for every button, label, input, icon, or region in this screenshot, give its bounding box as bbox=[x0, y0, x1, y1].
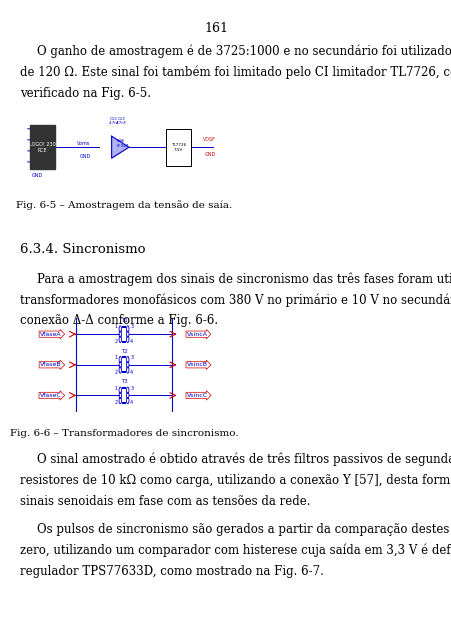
Text: regulador TPS77633D, como mostrado na Fig. 6-7.: regulador TPS77633D, como mostrado na Fi… bbox=[20, 565, 323, 578]
Text: 3: 3 bbox=[130, 355, 133, 360]
FancyBboxPatch shape bbox=[25, 111, 218, 184]
Text: Fig. 6-6 – Transformadores de sincronismo.: Fig. 6-6 – Transformadores de sincronism… bbox=[9, 429, 238, 438]
Text: sinais senoidais em fase com as tensões da rede.: sinais senoidais em fase com as tensões … bbox=[20, 495, 310, 508]
Text: 4: 4 bbox=[130, 339, 133, 344]
Text: T2: T2 bbox=[120, 349, 127, 354]
Text: Voms: Voms bbox=[77, 141, 90, 146]
Text: Para a amostragem dos sinais de sincronismo das três fases foram utilizados três: Para a amostragem dos sinais de sincroni… bbox=[37, 272, 451, 285]
Text: T3: T3 bbox=[120, 380, 127, 384]
Text: 161: 161 bbox=[204, 22, 228, 35]
Text: VOSF: VOSF bbox=[202, 138, 215, 142]
Text: 3: 3 bbox=[130, 385, 133, 390]
Text: de 120 Ω. Este sinal foi também foi limitado pelo CI limitador TL7726, como pode: de 120 Ω. Este sinal foi também foi limi… bbox=[20, 66, 451, 79]
Text: GND: GND bbox=[204, 152, 215, 157]
Text: 2: 2 bbox=[115, 339, 118, 344]
Text: LM6
LF347: LM6 LF347 bbox=[116, 140, 129, 148]
Text: VfaseA: VfaseA bbox=[40, 332, 61, 337]
Text: transformadores monofásicos com 380 V no primário e 10 V no secundário, com a: transformadores monofásicos com 380 V no… bbox=[20, 293, 451, 307]
Text: verificado na Fig. 6-5.: verificado na Fig. 6-5. bbox=[20, 87, 151, 100]
Text: 3: 3 bbox=[130, 324, 133, 329]
Text: VfaseC: VfaseC bbox=[40, 393, 61, 398]
Text: 1: 1 bbox=[115, 355, 118, 360]
Text: VsincA: VsincA bbox=[186, 332, 207, 337]
Text: Fig. 6-5 – Amostragem da tensão de saía.: Fig. 6-5 – Amostragem da tensão de saía. bbox=[16, 200, 232, 210]
Text: O sinal amostrado é obtido através de três filtros passivos de segunda ordem com: O sinal amostrado é obtido através de tr… bbox=[37, 453, 451, 467]
Text: resistores de 10 kΩ como carga, utilizando a conexão Y [57], desta forma, obtém-: resistores de 10 kΩ como carga, utilizan… bbox=[20, 474, 451, 488]
Text: conexão Δ-Δ conforme a Fig. 6-6.: conexão Δ-Δ conforme a Fig. 6-6. bbox=[20, 314, 217, 327]
Text: O ganho de amostragem é de 3725:1000 e no secundário foi utilizado um resistor: O ganho de amostragem é de 3725:1000 e n… bbox=[37, 45, 451, 58]
Polygon shape bbox=[111, 136, 129, 158]
Text: GND: GND bbox=[32, 173, 43, 178]
Text: VfaseB: VfaseB bbox=[40, 362, 61, 367]
Text: VsincC: VsincC bbox=[186, 393, 207, 398]
Text: T1: T1 bbox=[120, 318, 127, 323]
FancyBboxPatch shape bbox=[166, 129, 191, 166]
Text: 6.3.4. Sincronismo: 6.3.4. Sincronismo bbox=[20, 243, 145, 256]
Text: zero, utilizando um comparador com histerese cuja saída em 3,3 V é definida pelo: zero, utilizando um comparador com histe… bbox=[20, 544, 451, 557]
Text: GND: GND bbox=[79, 154, 90, 159]
Text: 4: 4 bbox=[130, 370, 133, 375]
Text: 2: 2 bbox=[115, 370, 118, 375]
Text: 2: 2 bbox=[115, 401, 118, 405]
Text: C13
4.7nF: C13 4.7nF bbox=[116, 116, 127, 125]
FancyBboxPatch shape bbox=[30, 125, 55, 169]
Text: TL7726
7,5V: TL7726 7,5V bbox=[170, 143, 186, 152]
Text: 1: 1 bbox=[115, 385, 118, 390]
Text: 4: 4 bbox=[130, 401, 133, 405]
Text: C13
4.7nF: C13 4.7nF bbox=[108, 116, 120, 125]
Text: VsincB: VsincB bbox=[186, 362, 207, 367]
Text: LOGO! 230
RCE: LOGO! 230 RCE bbox=[29, 142, 55, 152]
Text: 1: 1 bbox=[115, 324, 118, 329]
Text: Os pulsos de sincronismo são gerados a partir da comparação destes sinais com: Os pulsos de sincronismo são gerados a p… bbox=[37, 522, 451, 536]
